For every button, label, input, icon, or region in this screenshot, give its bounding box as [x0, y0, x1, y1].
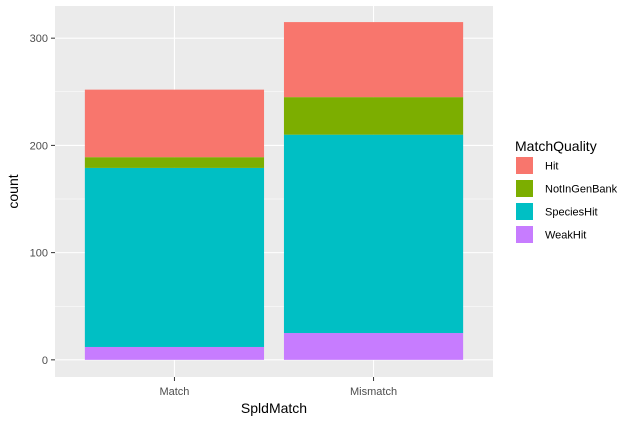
- y-tick-label: 300: [30, 33, 48, 45]
- bar-segment-match-weakhit: [84, 346, 265, 360]
- legend-label-weakhit: WeakHit: [545, 230, 586, 242]
- legend-key-weakhit: [516, 226, 533, 243]
- bars: [84, 22, 464, 360]
- y-axis-title: count: [5, 174, 21, 208]
- legend-key-hit: [516, 157, 533, 174]
- legend-key-notingenbank: [516, 180, 533, 197]
- bar-segment-match-specieshit: [84, 167, 265, 347]
- legend-key-specieshit: [516, 203, 533, 220]
- x-axis-ticks: Match Mismatch: [159, 377, 397, 398]
- y-axis-ticks: 0 100 200 300: [30, 33, 55, 367]
- y-tick-label: 0: [42, 355, 48, 367]
- bar-segment-match-hit: [84, 89, 265, 158]
- bar-segment-mismatch-hit: [283, 22, 464, 98]
- legend: MatchQuality Hit NotInGenBank SpeciesHit We…: [515, 138, 618, 243]
- bar-segment-mismatch-weakhit: [283, 333, 464, 360]
- legend-title: MatchQuality: [515, 138, 597, 154]
- bar-segment-mismatch-notingenbank: [283, 97, 464, 135]
- legend-label-specieshit: SpeciesHit: [545, 207, 598, 219]
- y-tick-label: 100: [30, 248, 48, 260]
- legend-label-hit: Hit: [545, 161, 558, 173]
- x-axis-title: SpldMatch: [241, 400, 307, 416]
- y-tick-label: 200: [30, 140, 48, 152]
- x-tick-label: Match: [159, 386, 189, 398]
- x-tick-label: Mismatch: [350, 386, 397, 398]
- bar-segment-mismatch-specieshit: [283, 134, 464, 334]
- legend-items: Hit NotInGenBank SpeciesHit WeakHit: [516, 157, 618, 243]
- legend-label-notingenbank: NotInGenBank: [545, 184, 618, 196]
- bar-segment-match-notingenbank: [84, 157, 265, 168]
